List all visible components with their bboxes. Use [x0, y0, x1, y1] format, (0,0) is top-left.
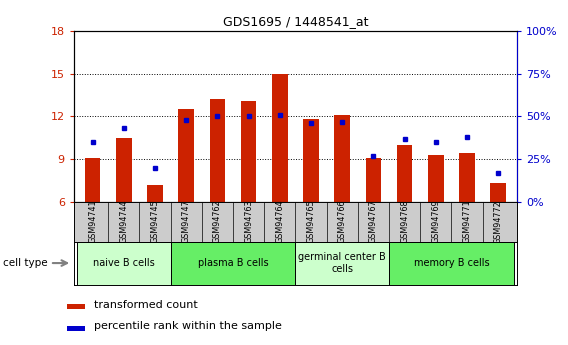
Bar	[77, 241, 170, 285]
Text: GSM94769: GSM94769	[431, 200, 440, 244]
Text: GSM94772: GSM94772	[494, 200, 503, 244]
Text: GSM94741: GSM94741	[88, 200, 97, 244]
Bar	[366, 158, 381, 202]
Text: germinal center B
cells: germinal center B cells	[298, 252, 386, 274]
Bar	[490, 183, 506, 202]
Bar	[67, 304, 85, 309]
Bar	[428, 155, 444, 202]
Text: transformed count: transformed count	[94, 299, 198, 309]
Title: GDS1695 / 1448541_at: GDS1695 / 1448541_at	[223, 16, 368, 29]
Text: GSM94764: GSM94764	[275, 200, 284, 244]
Text: percentile rank within the sample: percentile rank within the sample	[94, 321, 282, 331]
Bar	[459, 154, 475, 202]
Text: memory B cells: memory B cells	[414, 258, 489, 268]
Text: GSM94763: GSM94763	[244, 200, 253, 244]
Bar	[241, 101, 256, 202]
Bar	[335, 115, 350, 202]
Text: GSM94767: GSM94767	[369, 200, 378, 244]
Bar	[210, 99, 225, 202]
Bar	[147, 185, 163, 202]
Text: GSM94766: GSM94766	[337, 200, 346, 244]
Text: GSM94762: GSM94762	[213, 200, 222, 244]
Text: cell type: cell type	[3, 258, 48, 268]
Text: naive B cells: naive B cells	[93, 258, 154, 268]
Bar	[303, 119, 319, 202]
Text: GSM94765: GSM94765	[307, 200, 315, 244]
Bar	[397, 145, 412, 202]
Text: plasma B cells: plasma B cells	[198, 258, 268, 268]
Bar	[67, 326, 85, 331]
Text: GSM94771: GSM94771	[462, 200, 471, 244]
Bar	[272, 74, 287, 202]
Text: GSM94768: GSM94768	[400, 200, 409, 244]
Text: GSM94744: GSM94744	[119, 200, 128, 244]
Bar	[85, 158, 101, 202]
Bar	[116, 138, 132, 202]
Bar	[295, 241, 389, 285]
Bar	[178, 109, 194, 202]
Bar	[389, 241, 514, 285]
Bar	[170, 241, 295, 285]
Text: GSM94745: GSM94745	[151, 200, 160, 244]
Text: GSM94747: GSM94747	[182, 200, 191, 244]
